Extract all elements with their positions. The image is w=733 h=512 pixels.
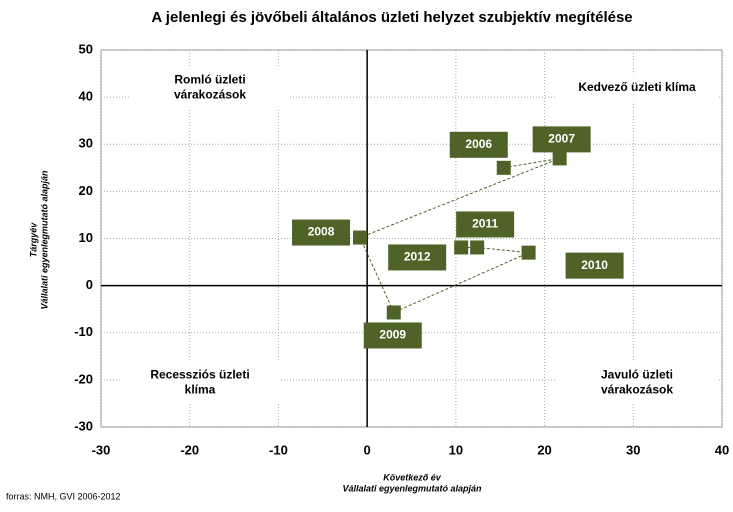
x-tick-label: -20 <box>180 442 199 457</box>
y-tick-label: 40 <box>79 89 93 104</box>
chart-title: A jelenlegi és jövőbeli általános üzleti… <box>151 9 632 26</box>
y-axis-label: Vállalati egyenlegmutató alapján <box>39 170 49 310</box>
quadrant-label: várakozások <box>601 383 673 397</box>
x-tick-label: 0 <box>364 442 371 457</box>
x-tick-label: -30 <box>92 442 111 457</box>
y-axis-label: Tárgyév <box>28 222 38 258</box>
point-label-box <box>388 244 447 271</box>
point <box>521 245 536 260</box>
x-tick-label: 20 <box>537 442 551 457</box>
point <box>552 151 567 166</box>
point <box>353 230 368 245</box>
quadrant-label: várakozások <box>174 88 246 102</box>
x-tick-label: 30 <box>626 442 640 457</box>
quadrant-label: Javuló üzleti <box>601 368 673 382</box>
y-tick-label: 20 <box>79 183 93 198</box>
point-label-box <box>292 219 351 246</box>
point <box>454 240 469 255</box>
point-label: 2007 <box>548 132 575 146</box>
point-label-box <box>565 252 624 279</box>
y-tick-label: -10 <box>74 324 93 339</box>
y-tick-label: -30 <box>74 418 93 433</box>
point-label: 2006 <box>465 137 492 151</box>
point-label: 2011 <box>472 217 498 231</box>
point <box>470 240 485 255</box>
source: forras: NMH, GVI 2006-2012 <box>6 491 121 501</box>
point <box>386 305 401 320</box>
point-label: 2012 <box>404 250 431 264</box>
point-label-box <box>456 211 515 238</box>
quadrant-box <box>130 67 290 109</box>
quadrant-box <box>120 362 280 404</box>
point <box>496 160 511 175</box>
point-label: 2008 <box>308 225 335 239</box>
y-tick-label: -20 <box>74 371 93 386</box>
quadrant-label: Romló üzleti <box>174 73 245 87</box>
quadrant-box <box>557 362 717 404</box>
quadrant-label: Kedvező üzleti klíma <box>578 80 696 94</box>
quadrant-label: Recessziós üzleti <box>150 368 249 382</box>
y-tick-label: 50 <box>79 41 93 56</box>
point-label: 2010 <box>581 258 608 272</box>
y-tick-label: 30 <box>79 136 93 151</box>
point-label: 2009 <box>379 328 406 342</box>
quadrant-box <box>557 74 717 102</box>
point-label-box <box>363 322 422 349</box>
point-label-box <box>532 126 591 153</box>
x-axis-label: Vállalati egyenlegmutató alapján <box>342 483 482 493</box>
x-tick-label: 10 <box>449 442 463 457</box>
y-tick-label: 0 <box>86 277 93 292</box>
x-tick-label: 40 <box>715 442 729 457</box>
y-tick-label: 10 <box>79 230 93 245</box>
x-tick-label: -10 <box>269 442 288 457</box>
point-label-box <box>449 131 508 158</box>
x-axis-label: Következő év <box>383 472 442 482</box>
quadrant-label: klíma <box>185 383 216 397</box>
